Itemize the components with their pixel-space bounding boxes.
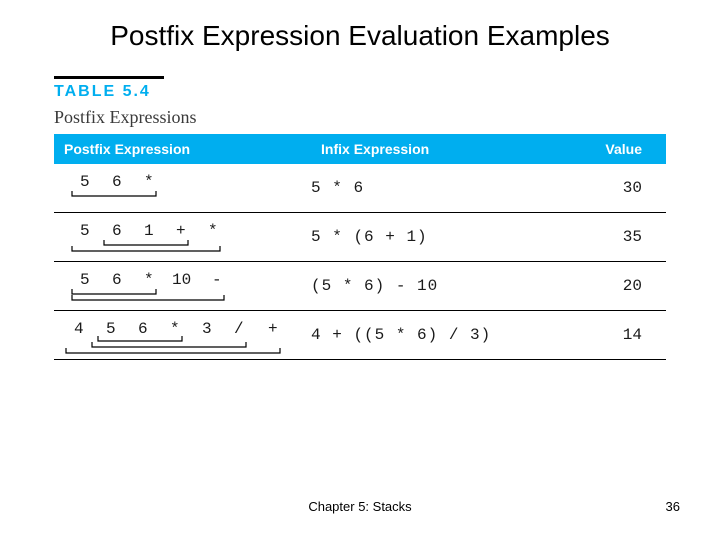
postfix-token: 6: [112, 271, 122, 289]
table-row: 4 5 6 * 3 / +4 + ((5 * 6) / 3)14: [54, 311, 666, 360]
slide: Postfix Expression Evaluation Examples T…: [0, 0, 720, 540]
table-body: 56*5 * 630561+*5 * (6 + 1)3556*10-(5 * 6…: [54, 164, 666, 360]
infix-cell: 5 * 6: [311, 164, 556, 213]
postfix-diagram: 5 6 1 + *: [62, 213, 302, 261]
postfix-cell: 5 6 *: [54, 164, 311, 213]
postfix-diagram: 5 6 *: [62, 164, 302, 212]
postfix-cell: 5 6 * 10 -: [54, 262, 311, 311]
table-row: 5 6 * 5 * 630: [54, 164, 666, 213]
table-block: TABLE 5.4 Postfix Expressions Postfix Ex…: [54, 76, 666, 360]
table-caption: Postfix Expressions: [54, 107, 666, 128]
postfix-token: 5: [106, 320, 116, 338]
grouping-bracket: [66, 348, 280, 353]
col-value-header: Value: [556, 134, 666, 164]
slide-title: Postfix Expression Evaluation Examples: [0, 20, 720, 52]
postfix-token: 3: [202, 320, 212, 338]
postfix-diagram: 4 5 6 * 3 / +: [62, 311, 302, 359]
value-cell: 30: [556, 164, 666, 213]
value-cell: 14: [556, 311, 666, 360]
expressions-table: Postfix Expression Infix Expression Valu…: [54, 134, 666, 360]
postfix-token: -: [212, 271, 222, 289]
postfix-token: /: [234, 320, 244, 338]
postfix-token: +: [268, 320, 278, 338]
postfix-diagram: 5 6 * 10 -: [62, 262, 302, 310]
col-infix-header: Infix Expression: [311, 134, 556, 164]
grouping-bracket: [72, 246, 220, 251]
rule: [54, 76, 164, 79]
postfix-cell: 4 5 6 * 3 / +: [54, 311, 311, 360]
postfix-token: 5: [80, 222, 90, 240]
grouping-bracket: [72, 289, 156, 294]
footer-page-number: 36: [666, 499, 680, 514]
postfix-token: 5: [80, 271, 90, 289]
footer-chapter: Chapter 5: Stacks: [0, 499, 720, 514]
postfix-token: 5: [80, 173, 90, 191]
postfix-token: *: [170, 320, 180, 338]
infix-cell: 4 + ((5 * 6) / 3): [311, 311, 556, 360]
table-header-row: Postfix Expression Infix Expression Valu…: [54, 134, 666, 164]
postfix-token: +: [176, 222, 186, 240]
postfix-token: 6: [112, 173, 122, 191]
grouping-bracket: [104, 240, 188, 245]
table-number: TABLE 5.4: [54, 83, 666, 101]
value-cell: 35: [556, 213, 666, 262]
postfix-token: *: [144, 173, 154, 191]
grouping-bracket: [72, 191, 156, 196]
postfix-token: *: [144, 271, 154, 289]
postfix-token: *: [208, 222, 218, 240]
postfix-token: 4: [74, 320, 84, 338]
col-postfix-header: Postfix Expression: [54, 134, 311, 164]
infix-cell: 5 * (6 + 1): [311, 213, 556, 262]
grouping-bracket: [92, 342, 246, 347]
postfix-token: 1: [144, 222, 154, 240]
table-row: 5 6 * 10 - (5 * 6) - 1020: [54, 262, 666, 311]
value-cell: 20: [556, 262, 666, 311]
infix-cell: (5 * 6) - 10: [311, 262, 556, 311]
postfix-token: 6: [138, 320, 148, 338]
grouping-bracket: [72, 295, 224, 300]
postfix-token: 10: [172, 271, 191, 289]
postfix-cell: 5 6 1 + *: [54, 213, 311, 262]
table-row: 5 6 1 + * 5 * (6 + 1)35: [54, 213, 666, 262]
postfix-token: 6: [112, 222, 122, 240]
